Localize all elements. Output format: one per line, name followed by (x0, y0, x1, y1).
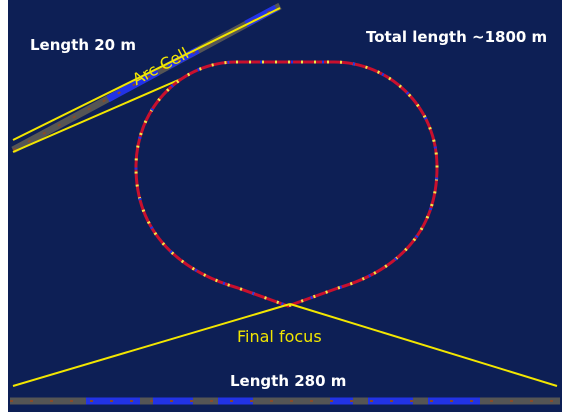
ring-magnet-markers (134, 60, 439, 308)
total-length-label: Total length ~1800 m (366, 28, 548, 46)
ring-diagram (10, 2, 560, 405)
final-focus-pointer-left (12, 303, 291, 387)
arc-cell-pointer-upper (12, 7, 281, 141)
ring-quadrupole-markers (134, 60, 439, 308)
figure-background (8, 0, 562, 412)
final-focus-label: Final focus (237, 327, 322, 346)
final-focus-length-label: Length 280 m (230, 372, 347, 390)
cell-length-label: Length 20 m (30, 36, 136, 54)
main-ring (134, 60, 439, 308)
arc-cell-pointer-lower (12, 77, 184, 153)
final-focus-pointer-right (289, 303, 558, 387)
